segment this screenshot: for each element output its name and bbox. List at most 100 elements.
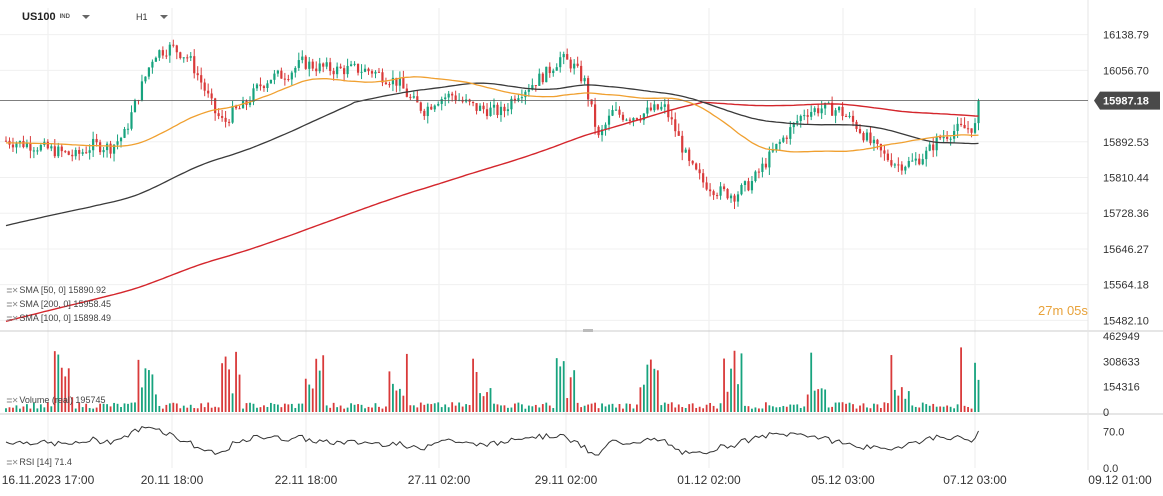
- candle-body: [217, 113, 220, 117]
- timeframe-selector[interactable]: H1: [135, 12, 148, 22]
- candle-body: [241, 100, 245, 109]
- candle-body: [419, 102, 422, 111]
- volume-bar: [158, 405, 161, 412]
- volume-bar: [270, 402, 272, 412]
- legend-sma200[interactable]: ≣✕ SMA [200, 0] 15958.45: [6, 299, 111, 309]
- volume-bar: [660, 405, 663, 412]
- candle-body: [904, 166, 907, 171]
- volume-bar: [106, 404, 108, 412]
- candle-body: [200, 75, 203, 83]
- candle-body: [517, 98, 520, 101]
- candle-body: [534, 85, 537, 87]
- volume-bar: [19, 408, 21, 412]
- candle-body: [959, 123, 963, 125]
- volume-bar: [503, 405, 506, 412]
- volume-bar: [698, 406, 701, 412]
- menu-close-icon[interactable]: ≣✕: [6, 285, 18, 295]
- volume-bar: [510, 407, 513, 412]
- volume-bar: [866, 407, 868, 412]
- volume-bar: [873, 403, 875, 412]
- candle-body: [269, 79, 273, 84]
- candle-body: [186, 57, 189, 59]
- volume-bar: [768, 405, 771, 412]
- volume-bar: [468, 405, 471, 412]
- candle-body: [611, 109, 614, 116]
- volume-bar: [85, 403, 88, 412]
- volume-bar: [458, 402, 461, 412]
- legend-sma100[interactable]: ≣✕ SMA [100, 0] 15898.49: [6, 313, 111, 323]
- volume-bar: [412, 405, 415, 412]
- volume-bar: [921, 402, 924, 412]
- candle-body: [848, 115, 851, 117]
- volume-bar: [276, 404, 279, 412]
- volume-bar: [507, 407, 509, 412]
- volume-bar: [182, 405, 185, 412]
- candle-body: [743, 181, 747, 186]
- candle-body: [391, 77, 395, 85]
- volume-bar: [426, 403, 429, 412]
- candle-body: [92, 138, 95, 151]
- volume-bar: [907, 391, 910, 412]
- volume-bar: [712, 405, 715, 412]
- volume-bar: [200, 403, 203, 412]
- candle-body: [939, 136, 942, 139]
- candle-body: [381, 72, 384, 83]
- volume-bar: [900, 387, 903, 412]
- candle-body: [722, 186, 726, 190]
- symbol-name[interactable]: US100: [22, 11, 56, 23]
- candle-body: [593, 104, 597, 127]
- candle-body: [161, 50, 164, 56]
- volume-bar: [308, 384, 311, 412]
- volume-bar: [904, 398, 907, 412]
- volume-bar: [524, 408, 527, 412]
- symbol-dropdown-chevron-down-icon[interactable]: [81, 15, 90, 19]
- candle-body: [966, 128, 970, 130]
- candle-body: [806, 115, 809, 117]
- legend-volume[interactable]: ≣✕ Volume (real) 195745: [6, 395, 105, 405]
- volume-bar: [789, 404, 792, 412]
- volume-bar: [967, 406, 969, 412]
- volume-bar: [576, 402, 579, 412]
- time-tick-label: 09.12 01:00: [1088, 473, 1152, 487]
- menu-close-icon[interactable]: ≣✕: [6, 313, 18, 323]
- pane-resize-handle[interactable]: [583, 329, 593, 332]
- volume-bar: [496, 404, 499, 412]
- volume-bar: [405, 353, 408, 412]
- candle-body: [872, 139, 876, 144]
- volume-bar: [179, 408, 182, 412]
- volume-bar: [758, 408, 760, 412]
- candle-body: [736, 194, 740, 202]
- volume-bar: [447, 407, 450, 412]
- volume-bar: [32, 402, 35, 412]
- volume-bar: [674, 407, 677, 412]
- candle-body: [119, 137, 123, 142]
- volume-bar: [196, 408, 199, 412]
- candle-body: [604, 124, 607, 130]
- legend-rsi[interactable]: ≣✕ RSI [14] 71.4: [6, 457, 72, 467]
- candle-body: [297, 60, 300, 68]
- candle-body: [102, 150, 105, 153]
- volume-bar: [834, 402, 837, 412]
- volume-bar: [217, 407, 220, 412]
- volume-bar: [168, 403, 171, 412]
- candle-body: [942, 136, 945, 139]
- candle-body: [621, 114, 625, 120]
- menu-close-icon[interactable]: ≣✕: [6, 299, 18, 309]
- volume-bar: [210, 407, 213, 412]
- candle-body: [531, 85, 534, 90]
- volume-bar: [175, 403, 178, 412]
- volume-bar: [486, 392, 488, 412]
- menu-close-icon[interactable]: ≣✕: [6, 395, 18, 405]
- candle-body: [133, 100, 137, 113]
- menu-close-icon[interactable]: ≣✕: [6, 457, 18, 467]
- volume-bar: [935, 406, 938, 412]
- volume-bar: [841, 402, 844, 412]
- candle-body: [85, 152, 88, 154]
- legend-sma50[interactable]: ≣✕ SMA [50, 0] 15890.92: [6, 285, 106, 295]
- volume-bar: [154, 394, 157, 412]
- volume-bar: [514, 403, 516, 412]
- volume-bar: [928, 405, 931, 412]
- timeframe-dropdown-chevron-down-icon[interactable]: [159, 15, 168, 19]
- volume-tick-label: 0: [1103, 407, 1109, 419]
